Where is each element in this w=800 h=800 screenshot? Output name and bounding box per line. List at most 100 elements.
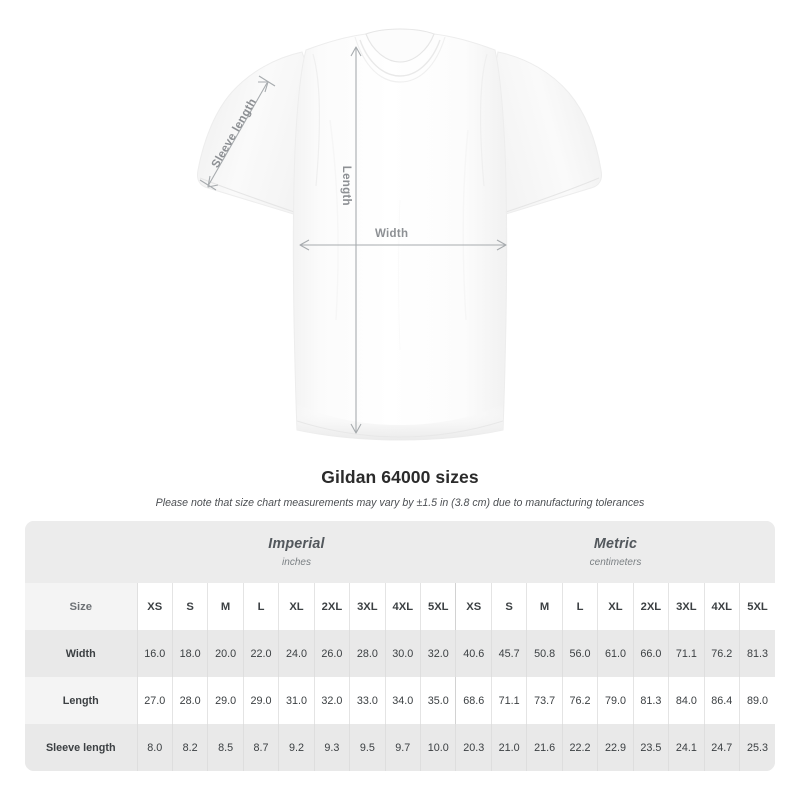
sleeve-metric-5xl: 25.3 (738, 724, 775, 771)
size-header-imperial-4xl: 4XL (384, 583, 421, 630)
chart-heading: Gildan 64000 sizes Please note that size… (0, 467, 800, 509)
t-shirt-illustration (197, 28, 602, 441)
sleeve-metric-2xl: 23.5 (632, 724, 669, 771)
width-imperial-3xl: 28.0 (349, 630, 386, 677)
width-metric-s: 45.7 (490, 630, 527, 677)
metric-unit-name: Metric (593, 536, 638, 552)
width-imperial-5xl: 32.0 (419, 630, 456, 677)
width-dimension-label: Width (375, 228, 409, 240)
length-metric-xl: 79.0 (597, 677, 634, 724)
sleeve-metric-s: 21.0 (490, 724, 527, 771)
row-label-width: Width (25, 630, 137, 677)
size-header-metric-2xl: 2XL (632, 583, 669, 630)
size-header-metric-s: S (490, 583, 527, 630)
width-imperial-l: 22.0 (242, 630, 279, 677)
sleeve-metric-xl: 22.9 (597, 724, 634, 771)
collar-shape (354, 28, 446, 83)
tolerance-note: Please note that size chart measurements… (155, 497, 645, 509)
size-header-metric-5xl: 5XL (738, 583, 775, 630)
width-imperial-xs: 16.0 (136, 630, 173, 677)
length-imperial-l: 29.0 (242, 677, 279, 724)
sleeve-metric-m: 21.6 (526, 724, 563, 771)
size-header-imperial-2xl: 2XL (313, 583, 350, 630)
length-metric-2xl: 81.3 (632, 677, 669, 724)
sleeve-metric-3xl: 24.1 (668, 724, 705, 771)
shoulder-seams (312, 53, 488, 187)
sleeve-imperial-xs: 8.0 (136, 724, 173, 771)
width-metric-3xl: 71.1 (668, 630, 705, 677)
shirt-body-shape (292, 33, 508, 441)
page-title: Gildan 64000 sizes (321, 467, 479, 487)
length-imperial-m: 29.0 (207, 677, 244, 724)
unit-header-imperial: Imperial inches (137, 521, 456, 583)
sleeve-imperial-xl: 9.2 (278, 724, 315, 771)
sleeve-imperial-l: 8.7 (242, 724, 279, 771)
width-metric-4xl: 76.2 (703, 630, 740, 677)
size-header-metric-l: L (561, 583, 598, 630)
length-metric-l: 76.2 (561, 677, 598, 724)
metric-unit-sub: centimeters (589, 557, 642, 568)
length-imperial-3xl: 33.0 (349, 677, 386, 724)
length-metric-3xl: 84.0 (668, 677, 705, 724)
sleeve-imperial-5xl: 10.0 (419, 724, 456, 771)
length-metric-xs: 68.6 (455, 677, 492, 724)
width-imperial-s: 18.0 (171, 630, 208, 677)
table-row: Width 16.0 18.0 20.0 22.0 24.0 26.0 28.0… (25, 630, 775, 677)
unit-header-metric: Metric centimeters (455, 521, 775, 583)
imperial-unit-name: Imperial (268, 536, 325, 552)
width-metric-2xl: 66.0 (632, 630, 669, 677)
size-header-metric-4xl: 4XL (703, 583, 740, 630)
size-header-metric-3xl: 3XL (668, 583, 705, 630)
width-metric-m: 50.8 (526, 630, 563, 677)
width-metric-xl: 61.0 (597, 630, 634, 677)
unit-header-row: Imperial inches Metric centimeters (25, 521, 775, 583)
imperial-unit-sub: inches (282, 557, 311, 568)
width-metric-5xl: 81.3 (738, 630, 775, 677)
size-chart-table: Imperial inches Metric centimeters Size … (25, 521, 775, 771)
width-imperial-2xl: 26.0 (313, 630, 350, 677)
sleeve-imperial-3xl: 9.5 (349, 724, 386, 771)
sleeve-imperial-2xl: 9.3 (313, 724, 350, 771)
length-metric-5xl: 89.0 (738, 677, 775, 724)
dimension-arrows (199, 46, 507, 434)
sleeve-length-arrow (199, 75, 276, 191)
length-imperial-xl: 31.0 (278, 677, 315, 724)
width-imperial-m: 20.0 (207, 630, 244, 677)
length-imperial-5xl: 35.0 (419, 677, 456, 724)
length-metric-s: 71.1 (490, 677, 527, 724)
size-header-metric-m: M (526, 583, 563, 630)
size-row-label: Size (25, 583, 137, 630)
sleeve-imperial-s: 8.2 (171, 724, 208, 771)
length-imperial-4xl: 34.0 (384, 677, 421, 724)
width-arrow (299, 239, 507, 251)
size-header-imperial-m: M (207, 583, 244, 630)
sleeve-imperial-m: 8.5 (207, 724, 244, 771)
width-metric-l: 56.0 (561, 630, 598, 677)
sleeve-metric-l: 22.2 (561, 724, 598, 771)
size-header-imperial-3xl: 3XL (349, 583, 386, 630)
length-imperial-xs: 27.0 (136, 677, 173, 724)
unit-header-spacer (25, 521, 137, 583)
sleeve-metric-xs: 20.3 (455, 724, 492, 771)
length-imperial-s: 28.0 (171, 677, 208, 724)
length-arrow (350, 46, 362, 434)
size-header-imperial-s: S (171, 583, 208, 630)
sleeve-metric-4xl: 24.7 (703, 724, 740, 771)
table-row: Sleeve length 8.0 8.2 8.5 8.7 9.2 9.3 9.… (25, 724, 775, 771)
length-metric-m: 73.7 (526, 677, 563, 724)
table-row: Length 27.0 28.0 29.0 29.0 31.0 32.0 33.… (25, 677, 775, 724)
size-header-metric-xs: XS (455, 583, 492, 630)
right-sleeve-shape (489, 51, 602, 215)
size-header-metric-xl: XL (597, 583, 634, 630)
size-header-imperial-xl: XL (278, 583, 315, 630)
row-label-length: Length (25, 677, 137, 724)
width-imperial-4xl: 30.0 (384, 630, 421, 677)
length-imperial-2xl: 32.0 (313, 677, 350, 724)
row-label-sleeve-length: Sleeve length (25, 724, 137, 771)
width-imperial-xl: 24.0 (278, 630, 315, 677)
size-header-row: Size XS S M L XL 2XL 3XL 4XL 5XL XS S M … (25, 583, 775, 630)
sleeve-imperial-4xl: 9.7 (384, 724, 421, 771)
width-metric-xs: 40.6 (455, 630, 492, 677)
size-header-imperial-xs: XS (136, 583, 173, 630)
